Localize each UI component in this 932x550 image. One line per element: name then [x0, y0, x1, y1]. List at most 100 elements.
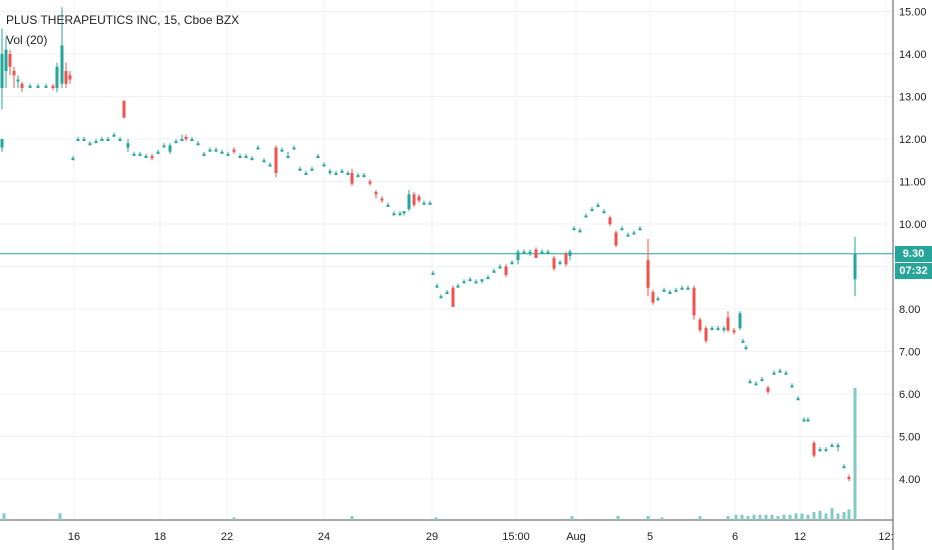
volume-bar [853, 388, 857, 520]
candle-body [280, 149, 284, 152]
candle-body [392, 213, 396, 216]
candle-body [16, 79, 20, 82]
candle-body [250, 158, 254, 161]
candle-body [741, 340, 745, 343]
candle-body [118, 139, 122, 141]
candle-body [836, 445, 840, 448]
candle-body [468, 279, 472, 282]
candle-body [82, 139, 86, 141]
candle-body [680, 287, 684, 290]
candle-body [847, 476, 851, 479]
x-tick-label: 29 [426, 531, 438, 543]
candle-body [778, 370, 782, 373]
x-tick-label: 5 [647, 531, 653, 543]
candle-body [106, 139, 110, 141]
candle-body [274, 147, 278, 173]
candle-body [190, 139, 194, 141]
candle-body [486, 277, 490, 280]
candle-body [748, 381, 752, 384]
volume-bar [782, 514, 786, 520]
candle-body [830, 445, 834, 447]
candle-body [286, 156, 290, 158]
candle-body [126, 143, 130, 148]
chart-legend: PLUS THERAPEUTICS INC, 15, Cboe BZX Vol … [6, 10, 239, 50]
candle-body [439, 296, 443, 299]
x-tick-label: 22 [221, 531, 233, 543]
candle-body [480, 279, 484, 282]
candle-body [417, 196, 421, 201]
candle-body [656, 298, 660, 301]
candle-body [122, 100, 126, 118]
candle-body [168, 145, 172, 152]
volume-bar [830, 508, 834, 520]
volume-bar [2, 513, 6, 520]
candle-body [578, 230, 582, 233]
candle-body [546, 251, 550, 254]
candle-body [407, 194, 411, 210]
volume-bar [818, 510, 822, 520]
volume-bar [842, 512, 846, 520]
candle-body [0, 139, 4, 148]
candle-body [738, 313, 742, 329]
candle-body [474, 281, 478, 284]
candle-body [760, 379, 764, 382]
y-tick-label: 15.00 [899, 7, 927, 19]
candle-body [626, 234, 630, 237]
volume-bar [770, 514, 774, 520]
candle-body [504, 266, 508, 275]
candle-body [498, 266, 502, 269]
candle-body [784, 372, 788, 375]
candle-body [614, 232, 618, 246]
candle-body [68, 75, 72, 80]
candle-body [368, 181, 372, 184]
volume-bar [58, 513, 62, 520]
candle-body [60, 45, 64, 84]
y-tick-label: 14.00 [899, 49, 927, 61]
candle-body [328, 170, 332, 173]
y-tick-label: 5.00 [899, 432, 920, 444]
volume-bar [794, 513, 798, 520]
candle-body [686, 287, 690, 290]
candle-body [150, 156, 154, 159]
candle-body [692, 287, 696, 316]
candle-body [646, 260, 650, 288]
candle-body [0, 54, 4, 88]
candle-body [144, 156, 148, 158]
volume-indicator-label[interactable]: Vol (20) [6, 33, 48, 47]
candle-body [790, 385, 794, 388]
candle-body [572, 228, 576, 231]
candle-body [55, 66, 59, 88]
candle-body [132, 153, 136, 156]
volume-bar [616, 516, 620, 520]
bar-countdown-label: 07:32 [895, 262, 932, 279]
candle-body [340, 170, 344, 173]
candle-body [726, 317, 730, 331]
candle-body [632, 232, 636, 235]
candle-body [184, 136, 188, 139]
volume-bar [698, 516, 702, 520]
candle-body [732, 330, 736, 333]
y-tick-label: 12.00 [899, 134, 927, 146]
candle-body [174, 141, 178, 144]
volume-bar [570, 516, 574, 520]
candle-body [12, 71, 16, 76]
candle-body [651, 292, 655, 303]
candle-body [402, 211, 406, 214]
volume-bar [734, 514, 738, 520]
volume-bar [746, 516, 750, 520]
volume-bar [232, 517, 236, 520]
candle-body [20, 83, 24, 88]
candle-body [214, 149, 218, 152]
candle-body [590, 209, 594, 212]
candle-body [28, 85, 32, 88]
candle-body [162, 145, 166, 148]
candle-body [608, 217, 612, 224]
x-tick-label: 16 [68, 531, 80, 543]
candle-body [568, 251, 572, 256]
candle-body [674, 289, 678, 292]
candle-body [71, 158, 75, 161]
candle-body [818, 449, 822, 452]
candle-body [356, 175, 360, 178]
